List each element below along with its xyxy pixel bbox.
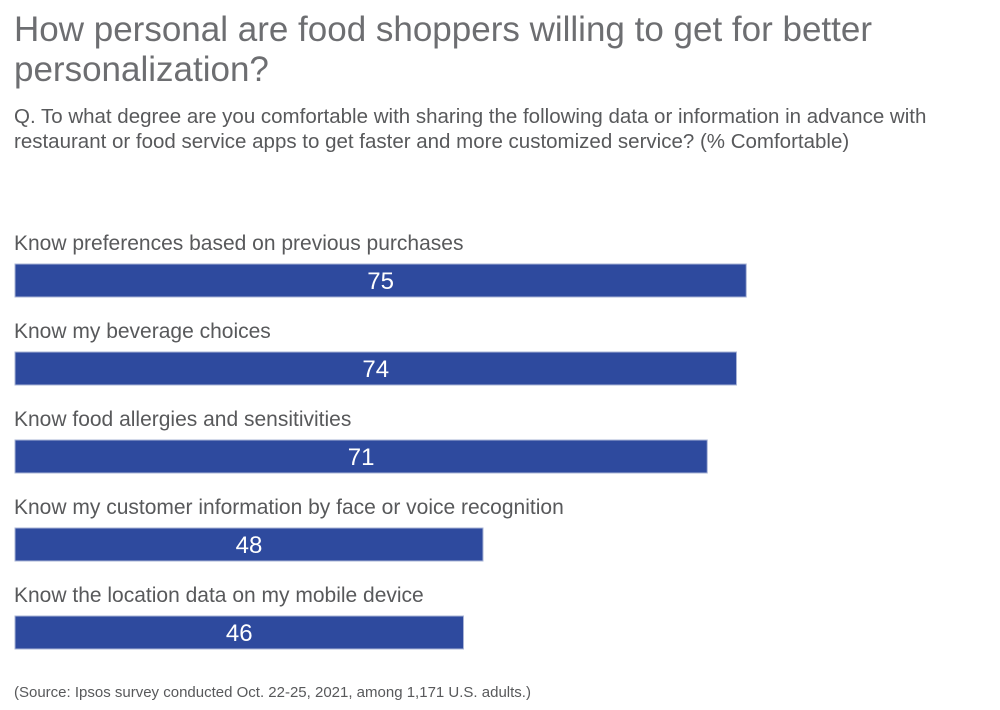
- category-label: Know preferences based on previous purch…: [14, 232, 463, 255]
- value-label: 71: [348, 444, 375, 471]
- chart-title: How personal are food shoppers willing t…: [14, 10, 872, 89]
- bar: [14, 439, 708, 474]
- value-label: 46: [226, 620, 253, 647]
- bar: [14, 351, 737, 386]
- category-label: Know my customer information by face or …: [14, 496, 564, 519]
- category-label: Know the location data on my mobile devi…: [14, 584, 424, 607]
- bar: [14, 527, 484, 562]
- bar: [14, 263, 747, 298]
- chart-subtitle: Q. To what degree are you comfortable wi…: [14, 105, 927, 153]
- source-note: (Source: Ipsos survey conducted Oct. 22-…: [14, 684, 531, 701]
- value-label: 75: [367, 268, 394, 295]
- bar: [14, 615, 464, 650]
- category-label: Know food allergies and sensitivities: [14, 408, 351, 431]
- value-label: 48: [236, 532, 263, 559]
- value-label: 74: [362, 356, 389, 383]
- category-label: Know my beverage choices: [14, 320, 271, 343]
